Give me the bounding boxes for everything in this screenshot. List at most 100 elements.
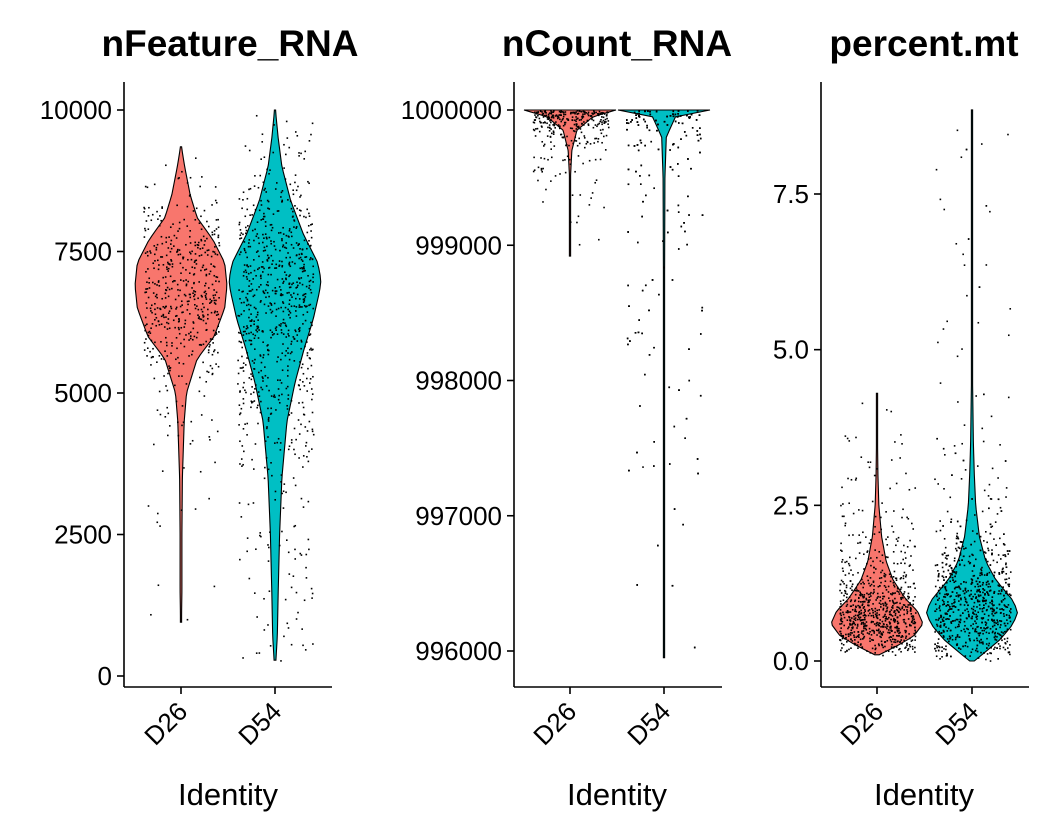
data-point: [201, 176, 203, 178]
data-point: [239, 463, 241, 465]
data-point: [849, 620, 852, 622]
data-point: [956, 586, 959, 589]
data-point: [890, 575, 892, 578]
data-point: [307, 500, 310, 503]
data-point: [303, 267, 305, 270]
data-point: [270, 407, 272, 410]
data-point: [896, 627, 898, 629]
data-point: [297, 244, 299, 247]
data-point: [677, 146, 680, 149]
data-point: [895, 646, 898, 648]
data-point: [908, 623, 911, 626]
data-point: [301, 628, 303, 630]
data-point: [875, 599, 877, 601]
data-point: [840, 642, 843, 645]
data-point: [559, 118, 561, 121]
data-point: [208, 273, 211, 275]
data-point: [671, 168, 674, 171]
data-point: [863, 616, 866, 619]
data-point: [845, 605, 848, 607]
data-point: [213, 350, 215, 353]
data-point: [292, 282, 295, 284]
data-point: [959, 588, 962, 590]
data-point: [627, 343, 629, 346]
data-point: [279, 449, 282, 451]
data-point: [258, 267, 261, 269]
data-point: [214, 294, 217, 296]
data-point: [267, 436, 269, 438]
data-point: [602, 128, 604, 131]
data-point: [888, 611, 891, 613]
data-point: [970, 578, 973, 580]
data-point: [545, 188, 547, 191]
data-point: [663, 120, 666, 123]
data-point: [644, 144, 646, 147]
data-point: [983, 489, 986, 492]
data-point: [295, 618, 298, 620]
data-point: [859, 638, 862, 641]
data-point: [861, 604, 864, 607]
data-point: [535, 128, 537, 130]
data-point: [211, 204, 213, 206]
data-point: [847, 477, 849, 480]
data-point: [280, 474, 283, 476]
data-point: [873, 588, 875, 591]
data-point: [885, 409, 888, 411]
data-point: [851, 623, 854, 625]
data-point: [307, 367, 309, 370]
data-point: [212, 329, 215, 332]
data-point: [1005, 496, 1007, 498]
data-point: [179, 289, 181, 292]
data-point: [891, 643, 893, 646]
data-point: [964, 655, 967, 657]
data-point: [1006, 628, 1009, 631]
data-point: [162, 263, 165, 266]
data-point: [146, 355, 148, 357]
data-point: [274, 498, 277, 501]
data-point: [990, 646, 992, 649]
data-point: [215, 276, 218, 278]
data-point: [885, 616, 887, 618]
data-point: [887, 591, 890, 593]
data-point: [862, 614, 865, 617]
data-point: [245, 232, 247, 235]
data-point: [188, 272, 191, 274]
data-point: [163, 326, 166, 328]
data-point: [983, 589, 986, 591]
data-point: [988, 583, 990, 585]
data-point: [864, 623, 866, 625]
data-point: [914, 631, 917, 633]
data-point: [884, 645, 886, 648]
data-point: [638, 116, 641, 118]
data-point: [1006, 647, 1009, 649]
data-point: [696, 134, 699, 136]
data-point: [1004, 648, 1007, 651]
data-point: [169, 243, 172, 245]
data-point: [896, 586, 899, 589]
data-point: [246, 357, 248, 359]
data-point: [655, 110, 658, 113]
data-point: [272, 151, 275, 154]
data-point: [967, 589, 969, 592]
data-point: [186, 618, 189, 621]
data-point: [943, 623, 946, 625]
data-point: [987, 626, 989, 629]
data-point: [274, 248, 277, 251]
data-point: [843, 616, 846, 619]
data-point: [863, 618, 865, 621]
data-point: [267, 257, 270, 260]
data-point: [249, 245, 252, 248]
data-point: [311, 411, 314, 414]
data-point: [981, 566, 983, 569]
data-point: [577, 125, 580, 128]
data-point: [295, 189, 298, 192]
data-point: [205, 296, 207, 299]
data-point: [627, 284, 629, 287]
data-point: [599, 120, 602, 123]
data-point: [989, 532, 992, 535]
data-point: [1000, 611, 1002, 614]
data-point: [954, 452, 957, 455]
data-point: [1000, 510, 1003, 512]
data-point: [250, 373, 252, 375]
data-point: [289, 316, 291, 319]
